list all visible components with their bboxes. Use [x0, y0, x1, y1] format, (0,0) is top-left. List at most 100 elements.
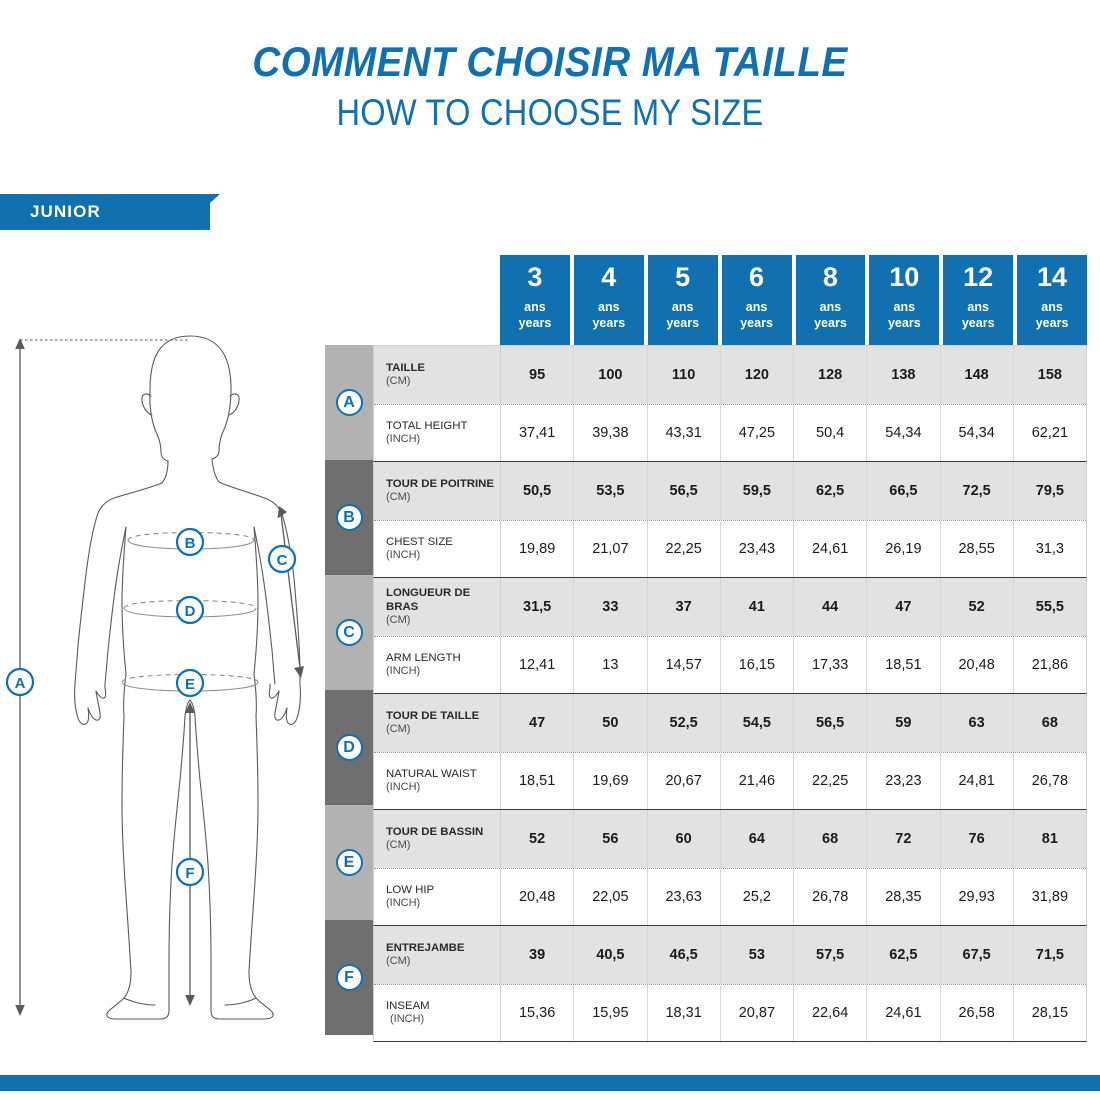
- measurement-value-cell: 20,87: [721, 984, 794, 1041]
- size-header-12-years[interactable]: 12 ans years: [943, 255, 1014, 345]
- measurement-value-cell: 17,33: [794, 636, 868, 693]
- arm-right-inner: [253, 526, 276, 685]
- head-outline: [149, 335, 232, 460]
- measurement-value-cell: 60: [648, 810, 721, 868]
- size-header-years-label: years: [518, 315, 552, 330]
- measurement-unit: (INCH): [386, 897, 421, 909]
- size-header-ans-label: ans: [893, 300, 916, 314]
- measurement-label-cell: ARM LENGTH (INCH): [374, 636, 501, 693]
- size-header-ans-label: ans: [967, 300, 989, 314]
- size-header-8-years[interactable]: 8 ans years: [795, 255, 866, 345]
- foot-left: [106, 961, 170, 1020]
- svg-text:A: A: [15, 675, 26, 692]
- table-row: TOUR DE TAILLE (CM) 47 50 52,5 54,5 56,5 59 63 68: [374, 694, 1086, 752]
- leg-right-outer: [248, 715, 259, 973]
- size-header-3-years[interactable]: 3 ans years: [500, 255, 570, 345]
- measurement-group-F: ENTREJAMBE (CM) 39 40,5 46,5 53 57,5 62,5 67,5 71…: [373, 925, 1087, 1042]
- size-header-6-years[interactable]: 6 ans years: [721, 255, 792, 345]
- measurement-letter-column: A B C D E F: [325, 345, 373, 1042]
- measurement-letter-badge-D: D: [335, 734, 363, 761]
- measurement-value-cell: 62,21: [1031, 424, 1069, 441]
- size-header-10-years[interactable]: 10 ans years: [869, 255, 940, 345]
- measurement-label-cell: TOTAL HEIGHT (INCH): [374, 404, 501, 461]
- svg-text:D: D: [185, 603, 196, 620]
- figure-marker-F: F: [175, 857, 205, 887]
- figure-marker-E: E: [175, 668, 205, 698]
- size-header-14-years[interactable]: 14 ans years: [1017, 255, 1087, 345]
- measurement-value-cell: 76: [941, 810, 1014, 868]
- measurement-value-cell: 59,5: [721, 462, 794, 520]
- measurement-letter-block-D: D: [325, 690, 373, 805]
- svg-text:E: E: [185, 676, 195, 693]
- measurement-unit: (CM): [386, 375, 411, 387]
- measurement-label-cell: NATURAL WAIST (INCH): [374, 752, 501, 809]
- measurement-value-cell: 18,51: [867, 636, 941, 693]
- size-header-years-label: years: [961, 315, 995, 330]
- measurement-value-cell: 59: [867, 694, 941, 752]
- measurement-letter-block-C: C: [325, 575, 373, 690]
- neck-left: [161, 460, 169, 484]
- figure-marker-A: A: [5, 667, 35, 697]
- measurement-value-cell: 72: [867, 810, 941, 868]
- measurement-value-cell: 63: [941, 694, 1014, 752]
- measurement-name: ARM LENGTH: [386, 651, 461, 664]
- torso-right: [253, 526, 259, 675]
- measurement-value-cell: 13: [574, 636, 648, 693]
- measurement-value-cell: 47,25: [721, 404, 794, 461]
- size-header-number: 6: [749, 262, 765, 292]
- measurement-letter-badge-A: A: [335, 389, 363, 416]
- table-row: CHEST SIZE (INCH) 19,89 21,07 22,25 23,43 24,6…: [374, 519, 1086, 577]
- measurement-letter-badge-B: B: [335, 504, 363, 531]
- measurement-value-cell: 64: [721, 810, 794, 868]
- hand-right-1: [285, 683, 301, 725]
- measurement-value-cell: 68: [794, 810, 868, 868]
- svg-text:F: F: [185, 865, 194, 882]
- measurement-value-cell: 21,46: [721, 752, 794, 809]
- hand-left-2: [87, 690, 101, 721]
- measurement-value-cell: 62,5: [867, 926, 941, 984]
- measurement-value-cell: 14,57: [648, 636, 721, 693]
- measurement-value-cell: 23,63: [648, 868, 721, 925]
- hip-left: [123, 673, 127, 717]
- measurement-group-E: TOUR DE BASSIN (CM) 52 56 60 64 68 72 76 81 LOW HI…: [373, 809, 1087, 925]
- neck-right: [211, 458, 220, 483]
- measurement-value-cell: 71,5: [1035, 946, 1064, 963]
- table-row: TOTAL HEIGHT (INCH) 37,41 39,38 43,31 47,25 50…: [374, 403, 1086, 461]
- measurement-value-cell: 79,5: [1035, 482, 1064, 499]
- toe-line-right: [224, 997, 257, 1006]
- size-header-5-years[interactable]: 5 ans years: [647, 255, 718, 345]
- measurement-name: NATURAL WAIST: [386, 767, 477, 780]
- measurement-value-cell: 18,51: [501, 752, 575, 809]
- arm-left-outer: [74, 512, 99, 685]
- size-header-number: 3: [527, 262, 543, 292]
- measurement-value-cell: 47: [501, 694, 575, 752]
- measurement-value-cell: 50: [574, 694, 648, 752]
- measurement-name: TAILLE: [386, 361, 426, 374]
- measurement-value-cell: 28,35: [867, 868, 941, 925]
- size-header-4-years[interactable]: 4 ans years: [573, 255, 644, 345]
- measurement-value-cell: 62,5: [794, 462, 868, 520]
- svg-text:C: C: [277, 552, 288, 569]
- measurement-label-cell: TOUR DE POITRINE (CM): [374, 462, 501, 520]
- measurement-label-cell: TAILLE (CM): [374, 346, 501, 404]
- hand-left-1: [74, 683, 90, 725]
- measurement-name: TOTAL HEIGHT: [386, 419, 468, 432]
- measurement-name: TOUR DE BASSIN: [386, 825, 484, 838]
- measurement-unit: (CM): [386, 491, 411, 503]
- measurement-name: ENTREJAMBE: [386, 941, 465, 954]
- leg-right-inner: [194, 715, 212, 963]
- page-title-block: COMMENT CHOISIR MA TAILLE HOW TO CHOOSE …: [0, 38, 1100, 135]
- hip-right: [253, 673, 257, 717]
- measurement-value-cell: 53: [721, 926, 794, 984]
- measurement-value-cell: 22,64: [794, 984, 868, 1041]
- height-arrow-head-top: [15, 338, 25, 349]
- table-row: INSEAM (INCH) 15,36 15,95 18,31 20,87 22,64 24,…: [374, 983, 1086, 1041]
- measurement-value-cell: 37: [648, 578, 721, 636]
- measurement-unit: (INCH): [386, 549, 421, 561]
- measurement-value-cell: 128: [794, 346, 868, 404]
- figure-marker-D: D: [175, 595, 205, 625]
- measurement-label-cell: LONGUEUR DE BRAS (CM): [374, 578, 501, 636]
- size-header-years-label: years: [887, 315, 921, 330]
- ear-right: [228, 393, 240, 416]
